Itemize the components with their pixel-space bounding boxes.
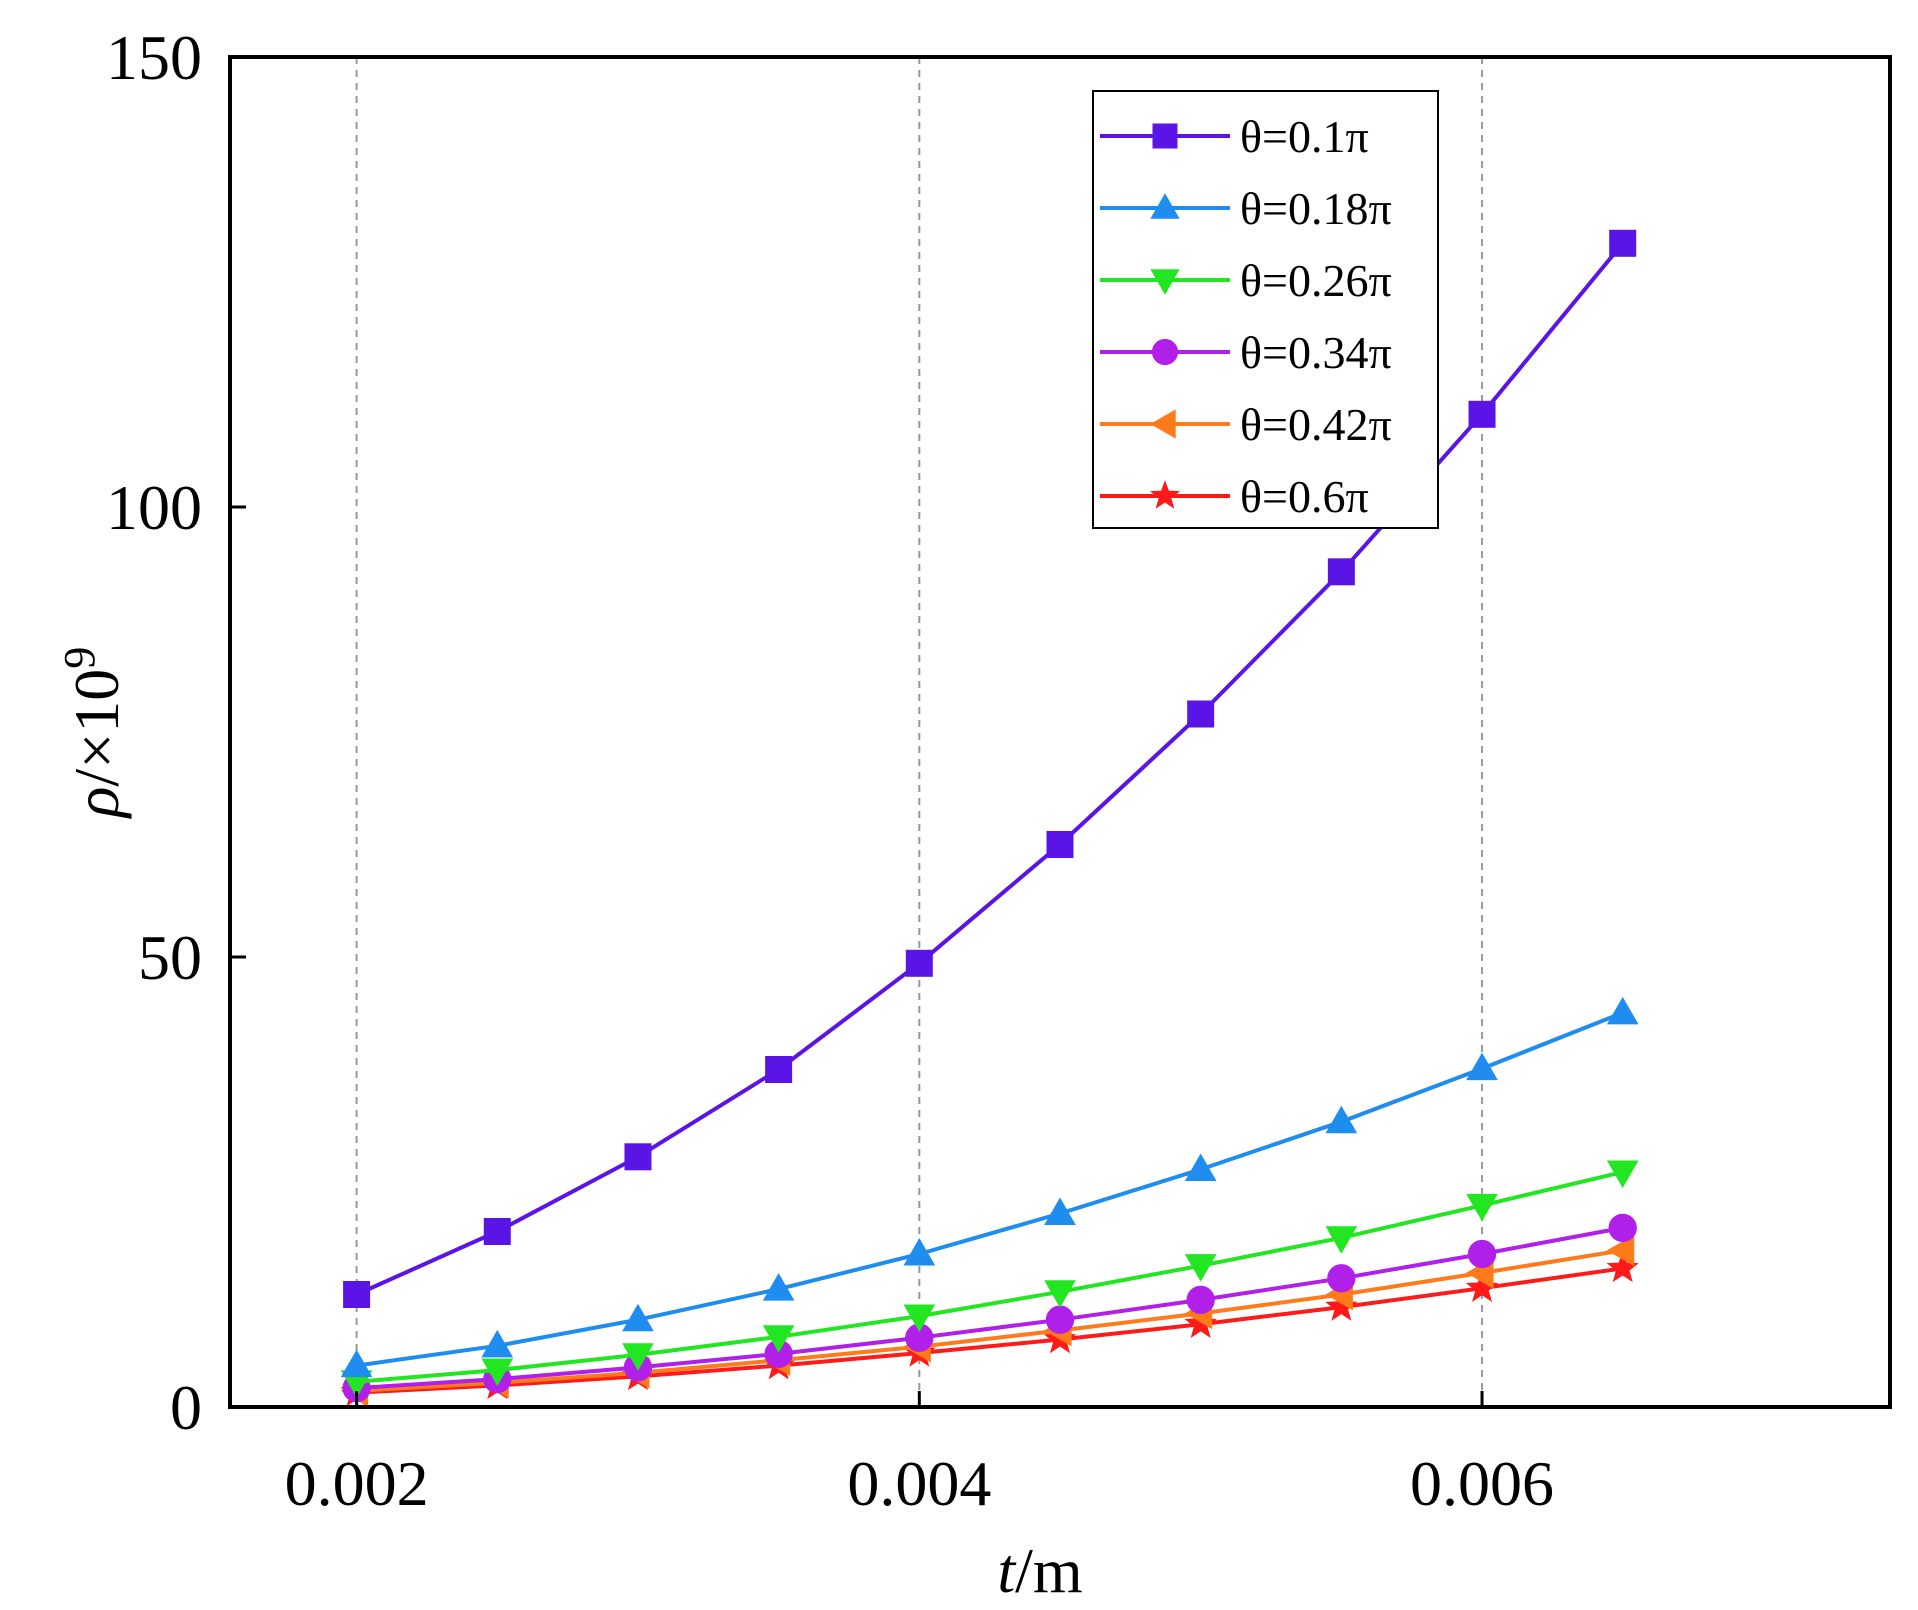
data-point — [765, 1056, 793, 1083]
y-axis-label: ρ/×109 — [55, 647, 132, 820]
data-point — [483, 1218, 511, 1245]
data-point — [340, 1349, 373, 1378]
legend-marker — [1151, 338, 1179, 366]
series-line — [356, 1010, 1624, 1368]
series-line — [356, 1225, 1624, 1391]
series-line — [356, 1248, 1624, 1393]
legend-item-theta-0.42: θ=0.42π — [1100, 399, 1392, 450]
data-point — [1044, 1280, 1076, 1308]
data-point — [1184, 1153, 1217, 1181]
data-point — [624, 1143, 652, 1171]
plot-frame — [228, 55, 1892, 1409]
legend-item-theta-0.26: θ=0.26π — [1100, 255, 1392, 306]
series-line — [356, 1266, 1623, 1395]
legend-marker — [1150, 409, 1176, 439]
data-point — [1327, 558, 1355, 586]
data-point — [762, 1325, 795, 1353]
data-point — [1325, 1105, 1358, 1134]
x-tick-label: 0.004 — [847, 1448, 991, 1519]
legend-marker — [1150, 193, 1180, 219]
data-point — [343, 1281, 371, 1308]
legend-marker — [1152, 123, 1178, 149]
legend-item-theta-0.34: θ=0.34π — [1100, 327, 1392, 378]
legend-label: θ=0.18π — [1240, 183, 1392, 234]
y-tick-label: 50 — [138, 922, 202, 993]
y-tick-label: 0 — [170, 1372, 202, 1443]
legend: θ=0.1π θ=0.18π θ=0.26π θ=0.34π θ=0.42π θ=0.6π — [1092, 90, 1439, 529]
y-tick-label: 100 — [106, 472, 202, 543]
legend-label: θ=0.6π — [1240, 471, 1369, 522]
legend-label: θ=0.34π — [1240, 327, 1392, 378]
data-point — [903, 1304, 936, 1333]
legend-label: θ=0.26π — [1240, 255, 1392, 306]
y-axis: 0 50 100 150 — [106, 22, 246, 1443]
legend-item-theta-0.18: θ=0.18π — [1100, 183, 1392, 234]
data-point — [1045, 1305, 1075, 1334]
data-point — [903, 1238, 936, 1266]
data-point — [1467, 1239, 1497, 1269]
data-point — [1606, 996, 1639, 1025]
data-point — [1044, 1197, 1076, 1226]
data-point — [762, 1273, 795, 1301]
series-group — [340, 229, 1639, 1407]
data-point — [622, 1303, 654, 1332]
series-theta-0.1 — [343, 229, 1637, 1308]
series-line — [356, 1170, 1624, 1384]
data-point — [1184, 1254, 1217, 1282]
x-tick-label: 0.002 — [285, 1448, 429, 1519]
legend-item-theta-0.6: θ=0.6π — [1100, 471, 1369, 522]
data-point — [1325, 1226, 1358, 1254]
series-theta-0.26 — [340, 1160, 1639, 1398]
y-tick-label: 150 — [106, 22, 202, 93]
legend-label: θ=0.1π — [1240, 111, 1369, 162]
data-point — [1608, 1213, 1637, 1243]
data-point — [905, 949, 933, 977]
grid-lines — [355, 57, 1484, 1407]
x-axis: 0.002 0.004 0.006 — [285, 1391, 1554, 1519]
legend-marker — [1149, 480, 1181, 509]
legend-label: θ=0.42π — [1240, 399, 1392, 450]
data-point — [1046, 831, 1074, 858]
legend-item-theta-0.1: θ=0.1π — [1100, 111, 1369, 162]
data-point — [1466, 1193, 1498, 1222]
data-point — [1606, 1160, 1639, 1189]
data-point — [1466, 1052, 1498, 1081]
data-point — [1186, 1285, 1215, 1315]
data-point — [622, 1343, 654, 1371]
data-point — [1187, 700, 1215, 728]
data-point — [481, 1358, 514, 1387]
legend-box — [1092, 90, 1439, 529]
x-tick-label: 0.006 — [1410, 1448, 1554, 1519]
series-theta-0.34 — [342, 1213, 1637, 1403]
x-axis-label: t/m — [997, 1535, 1082, 1606]
data-point — [1606, 1234, 1635, 1267]
data-point — [481, 1329, 514, 1358]
legend-marker — [1150, 269, 1180, 295]
data-point — [1468, 400, 1496, 428]
series-theta-0.18 — [340, 996, 1639, 1378]
data-point — [1609, 229, 1637, 257]
data-point — [1327, 1264, 1356, 1293]
